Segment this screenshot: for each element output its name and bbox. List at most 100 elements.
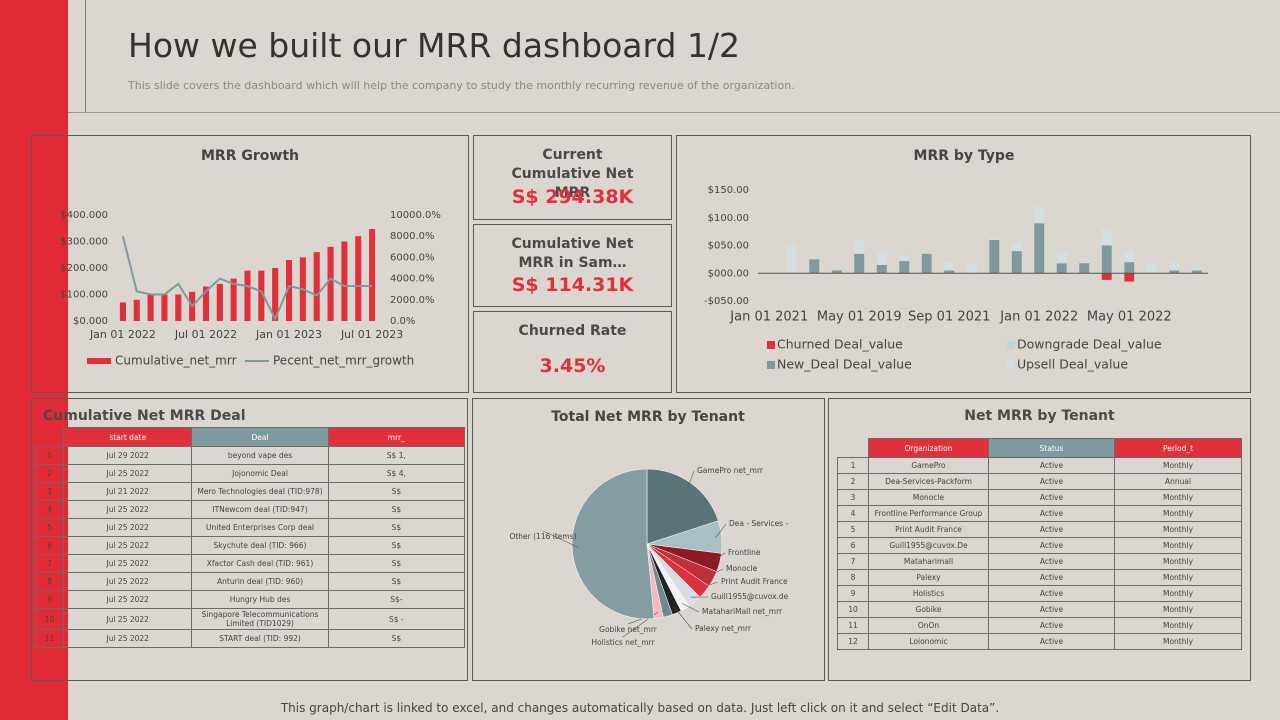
x-tick-label: Jul 01 2022 [174, 328, 237, 341]
leader-line [700, 581, 719, 589]
table-title: Cumulative Net MRR Deal [43, 408, 246, 424]
bar-segment [1034, 206, 1045, 224]
table-row: 1 GamePro Active Monthly [837, 457, 1242, 474]
table-cell: Active [988, 473, 1115, 490]
bar [202, 286, 210, 321]
table-cell: Annual [1114, 473, 1242, 490]
bar-segment [854, 253, 865, 274]
table-cell: S$ 1, [327, 446, 466, 465]
table-cell: Xfactor Cash deal (TID: 961) [191, 554, 329, 573]
table-cell: GamePro [868, 457, 989, 474]
y2-tick-label: 6000.0% [390, 252, 435, 263]
table-cell: Active [988, 489, 1115, 506]
slice-label: GamePro net_mrr [697, 466, 764, 475]
table-cell: Print Audit France [868, 521, 989, 538]
header-blank [838, 439, 869, 458]
bar [341, 241, 348, 321]
table-cell: Monthly [1114, 505, 1242, 522]
x-tick-label: Jul 01 2023 [340, 328, 403, 341]
title: How we built our MRR dashboard 1/2 [128, 26, 741, 65]
bar [133, 299, 140, 321]
slice-label: Print Audit France [721, 577, 788, 586]
table-cell: Monthly [1114, 569, 1242, 586]
table-cell: Active [988, 553, 1115, 570]
table-cell: Singapore Telecommunications Limited (TI… [191, 608, 329, 630]
y-tick-label: $200.000 [60, 263, 108, 274]
header-rule [68, 112, 1280, 113]
bar [285, 260, 293, 321]
header-blank [36, 428, 64, 447]
tenant-table-panel: Net MRR by Tenant Organization Status Peri… [828, 398, 1251, 681]
table-cell: 8 [837, 569, 869, 586]
bar-segment [989, 239, 1000, 274]
mrr-growth-chart: MRR Growth $0.000 $100.000 $200.000 $300.000… [60, 148, 441, 368]
table-row: 7 Jul 25 2022 Xfactor Cash deal (TID: 961)… [34, 554, 466, 573]
legend-label: Cumulative_net_mrr [115, 354, 237, 368]
leader-line [707, 568, 724, 577]
table-cell: Monthly [1114, 457, 1242, 474]
header-row: start date Deal mrr_ [36, 427, 466, 447]
table-row: 10 Jul 25 2022 Singapore Telecommunication… [34, 608, 466, 630]
slice-label: Holistics net_mrr [591, 638, 655, 647]
table-cell: S$- [327, 590, 466, 609]
legend-swatch [767, 341, 775, 349]
kpi-value: 3.45% [539, 355, 606, 377]
table-cell: Jojonomic Deal [191, 464, 329, 483]
table-cell: Palexy [868, 569, 989, 586]
table-cell: Skychute deal (TID: 966) [191, 536, 329, 555]
slice-label: Frontline [728, 548, 761, 557]
bar-segment [1101, 273, 1112, 280]
table-row: 3 Jul 21 2022 Mero Technologies deal (TID:… [34, 482, 466, 501]
table-cell: United Enterprises Corp deal [191, 518, 329, 537]
header-cell: Organization [868, 438, 989, 458]
table-cell: S$ [327, 629, 466, 648]
y-tick-label: $400.000 [60, 210, 108, 221]
x-tick-label: Jan 01 2022 [89, 328, 156, 341]
table-cell: S$ [327, 554, 466, 573]
table-cell: OnOn [868, 617, 989, 634]
bar [175, 294, 182, 321]
table-cell: Jul 25 2022 [63, 518, 193, 537]
table-row: 11 Jul 25 2022 START deal (TID: 992) S$ [34, 629, 466, 648]
table-cell: 10 [837, 601, 869, 618]
table-cell: S$ [327, 500, 466, 519]
table-cell: Jul 25 2022 [63, 554, 193, 573]
bar-segment [1011, 251, 1022, 274]
bar-segment [1056, 252, 1067, 264]
table-cell: Active [988, 457, 1115, 474]
table-cell: 3 [34, 482, 65, 501]
table-cell: S$ - [327, 608, 466, 630]
subtitle: This slide covers the dashboard which wi… [128, 79, 795, 92]
table-cell: Jul 25 2022 [63, 500, 193, 519]
bar-segment [854, 239, 865, 254]
legend-label: Downgrade Deal_value [1017, 337, 1162, 352]
table-cell: Anturin deal (TID: 960) [191, 572, 329, 591]
y2-tick-label: 10000.0% [390, 210, 441, 221]
table-cell: 7 [34, 554, 65, 573]
table-cell: 6 [34, 536, 65, 555]
footer-text: This graph/chart is linked to excel, and… [280, 701, 1000, 715]
table-cell: 11 [837, 617, 869, 634]
table-cell: Holistics [868, 585, 989, 602]
slice-label: Guill1955@cuvox.de [711, 592, 789, 601]
y-tick-label: $0.000 [73, 316, 108, 327]
table-row: 8 Palexy Active Monthly [837, 569, 1242, 586]
bar [230, 278, 237, 321]
table-cell: S$ [327, 572, 466, 591]
table-cell: S$ 4, [327, 464, 466, 483]
table-cell: S$ [327, 518, 466, 537]
bar-segment [876, 251, 887, 265]
table-cell: Jul 29 2022 [63, 446, 193, 465]
table-cell: 3 [837, 489, 869, 506]
tenant-table: Organization Status Period_t 1 GamePro Active… [837, 438, 1242, 650]
bar-segment [831, 270, 842, 274]
bar [272, 268, 279, 321]
bar [369, 229, 376, 321]
table-cell: Jul 25 2022 [63, 608, 193, 630]
leader-line [713, 552, 726, 562]
kpi-title: Cumulative Net MRR in Sam… [511, 236, 634, 271]
table-row: 5 Jul 25 2022 United Enterprises Corp deal… [34, 518, 466, 537]
legend-swatch [87, 358, 111, 364]
table-row: 6 Jul 25 2022 Skychute deal (TID: 966) S$ [34, 536, 466, 555]
table-cell: 2 [837, 473, 869, 490]
